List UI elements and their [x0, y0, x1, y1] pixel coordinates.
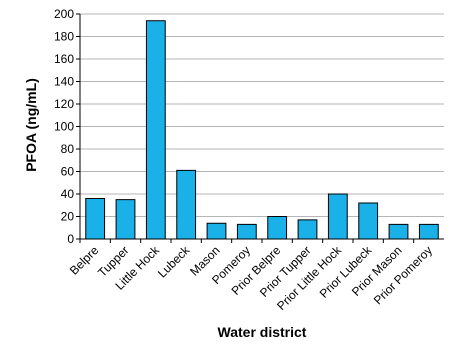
bar — [206, 222, 227, 240]
y-tick-labels: 0 20 40 60 80 100 120 140 160 180 200 — [54, 7, 74, 246]
y-tick-label: 140 — [54, 75, 74, 89]
bar — [388, 223, 409, 240]
bar — [115, 199, 136, 240]
bars — [85, 20, 439, 240]
bar — [327, 193, 348, 240]
y-tick-label: 80 — [61, 142, 75, 156]
bar — [418, 223, 439, 240]
bar — [85, 198, 106, 240]
y-tick-label: 200 — [54, 7, 74, 21]
bar — [267, 216, 288, 240]
y-tick-label: 120 — [54, 97, 74, 111]
axes — [76, 13, 444, 243]
x-tick-label: Belpre — [67, 243, 102, 278]
gridlines — [80, 13, 444, 217]
x-axis-title: Water district — [218, 324, 307, 340]
y-tick-label: 100 — [54, 120, 74, 134]
y-tick-label: 40 — [61, 187, 75, 201]
y-axis-title: PFOA (ng/mL) — [23, 78, 39, 172]
bar — [236, 223, 257, 240]
y-tick-label: 0 — [67, 232, 74, 246]
y-tick-label: 60 — [61, 165, 75, 179]
x-tick-label: Lubeck — [155, 243, 193, 281]
bar — [145, 20, 166, 240]
bar — [358, 202, 379, 240]
y-tick-label: 20 — [61, 210, 75, 224]
y-tick-label: 160 — [54, 52, 74, 66]
bar — [297, 219, 318, 240]
bar — [176, 169, 197, 240]
y-tick-label: 180 — [54, 30, 74, 44]
